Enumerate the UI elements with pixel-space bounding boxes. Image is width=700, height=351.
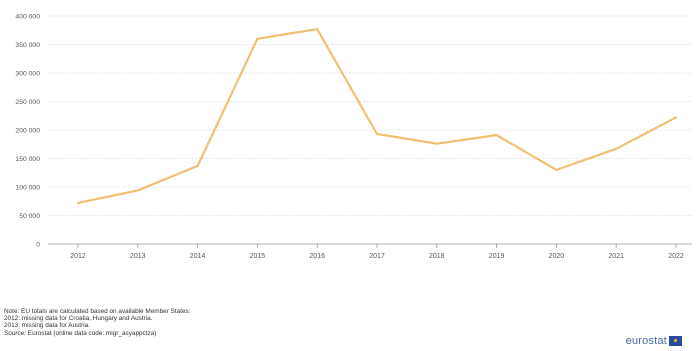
x-tick-label: 2014	[190, 253, 206, 260]
x-tick-label: 2015	[250, 253, 266, 260]
y-tick-label: 100 000	[15, 185, 40, 192]
eu-flag-icon	[669, 336, 682, 346]
y-tick-label: 200 000	[15, 128, 40, 135]
series-line	[76, 28, 678, 205]
x-axis: 2012 2013 2014 2015 2016 2017 2018 2019 2020 2021…	[48, 243, 692, 260]
source-text: Eurostat (online data code: migr_asyappc…	[26, 329, 157, 337]
x-tick-label: 2018	[429, 253, 445, 260]
series-lines	[76, 28, 678, 205]
source-line: Source: Eurostat (online data code: migr…	[4, 330, 191, 337]
eurostat-logo: eurostat	[626, 335, 682, 347]
x-tick-label: 2013	[130, 253, 146, 260]
logo-text: eurostat	[625, 335, 667, 347]
source-label: Source:	[4, 329, 27, 337]
y-tick-label: 0	[36, 242, 40, 249]
y-tick-label: 50 000	[19, 213, 40, 220]
x-tick-label: 2012	[70, 253, 86, 260]
x-tick-label: 2020	[549, 253, 565, 260]
x-tick-label: 2016	[309, 253, 325, 260]
note-line-1: Note: EU totals are calculated based on …	[4, 308, 191, 315]
x-tick-label: 2019	[489, 253, 505, 260]
y-tick-label: 350 000	[15, 42, 40, 49]
note-line-3: 2013: missing data for Austria.	[4, 322, 90, 330]
x-tick-label: 2021	[608, 253, 624, 260]
chart-notes: Note: EU totals are calculated based on …	[4, 308, 191, 337]
line-chart: 0 50 000 100 000 150 000 200 000 250 000 300 0…	[15, 14, 692, 260]
y-tick-label: 400 000	[15, 14, 40, 21]
y-axis-ticks: 0 50 000 100 000 150 000 200 000 250 000 300 0…	[15, 14, 40, 249]
gridlines	[48, 15, 692, 216]
x-tick-label: 2017	[369, 253, 385, 260]
y-tick-label: 250 000	[15, 99, 40, 106]
x-tick-label: 2022	[668, 253, 684, 260]
y-tick-label: 150 000	[15, 156, 40, 163]
y-tick-label: 300 000	[15, 71, 40, 78]
note-line-2: 2012: missing data for Croatia, Hungary …	[4, 315, 153, 323]
